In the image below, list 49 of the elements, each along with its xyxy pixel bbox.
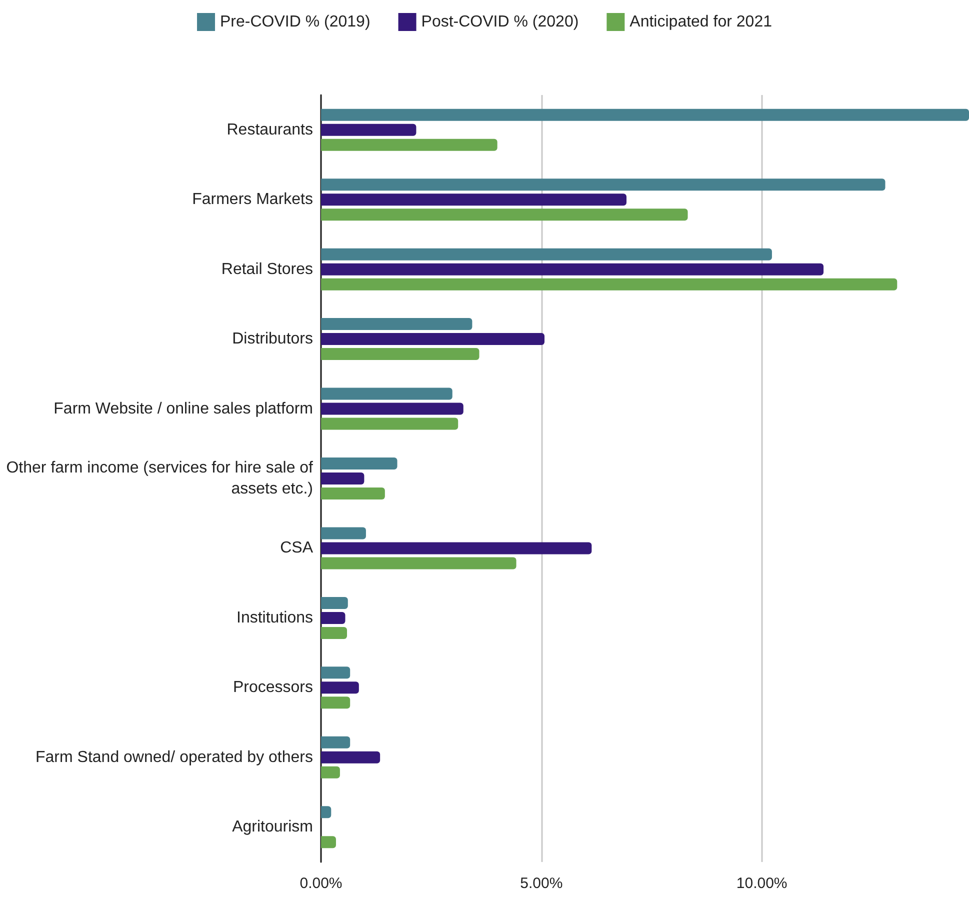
bar	[321, 472, 364, 484]
bar	[321, 208, 688, 221]
bar	[321, 488, 385, 500]
bar	[321, 626, 348, 639]
bar	[321, 108, 969, 121]
bar	[321, 348, 480, 360]
y-tick-label: Distributors	[232, 330, 313, 348]
y-tick-label: Other farm income (services for hire sale of assets etc.)	[6, 460, 314, 498]
bar	[321, 596, 348, 609]
y-tick-label: Agritourism	[232, 818, 313, 836]
bar	[321, 194, 626, 206]
x-tick-label: 5.00%	[520, 875, 563, 892]
bar	[321, 138, 498, 151]
y-tick-label: Farm Stand owned/ operated by others	[36, 748, 313, 766]
x-tick-label: 0.00%	[300, 875, 342, 892]
bar	[321, 333, 544, 346]
bar	[321, 263, 824, 276]
bar	[321, 682, 359, 694]
bar	[321, 557, 516, 570]
legend-label: Pre-COVID % (2019)	[220, 14, 370, 30]
bar	[321, 318, 472, 330]
x-tick-label: 10.00%	[736, 875, 788, 892]
bar	[321, 458, 398, 470]
bar	[321, 542, 592, 554]
bar	[321, 751, 380, 764]
bar	[321, 612, 346, 624]
bar	[321, 124, 416, 136]
bar	[321, 402, 464, 415]
y-tick-label: Processors	[232, 679, 313, 696]
legend-label: Anticipated for 2021	[630, 14, 772, 30]
bar	[321, 527, 366, 540]
bar	[321, 178, 886, 191]
bar	[321, 666, 350, 679]
bar	[321, 766, 340, 778]
legend-label: Post-COVID % (2020)	[421, 14, 579, 30]
bar	[321, 418, 458, 430]
bar	[321, 278, 898, 290]
y-tick-label: Retail Stores	[221, 260, 313, 278]
bar	[321, 388, 452, 400]
y-tick-label: Restaurants	[226, 121, 313, 138]
y-tick-label: Institutions	[236, 609, 313, 626]
bar	[321, 696, 350, 709]
y-tick-label: Farmers Markets	[192, 191, 313, 208]
bar	[321, 736, 350, 748]
y-tick-label: Farm Website / online sales platform	[54, 400, 313, 418]
bar	[321, 836, 336, 848]
bar	[321, 806, 332, 818]
bar	[321, 248, 772, 260]
y-tick-label: CSA	[280, 540, 314, 557]
